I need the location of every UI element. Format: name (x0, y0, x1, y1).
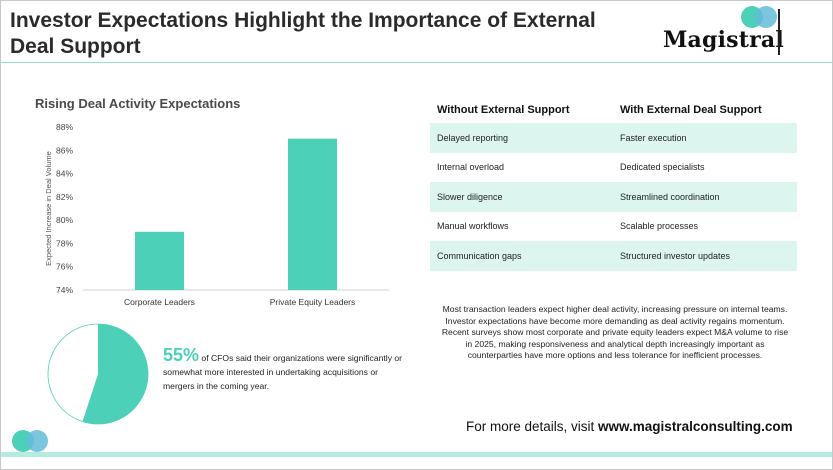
comparison-table: Without External Support With External D… (430, 97, 797, 271)
table-row: Slower diligence Streamlined coordinatio… (430, 182, 797, 212)
pie-chart (47, 323, 149, 425)
logo-circles-icon (741, 6, 777, 28)
bar-chart: Expected Increase in Deal Volume 74% 76% 78… (44, 122, 389, 307)
table-row: Manual workflows Scalable processes (430, 212, 797, 242)
table-cell: Slower diligence (437, 191, 503, 202)
footer-band (1, 452, 832, 457)
stat-callout: 55% of CFOs said their organizations wer… (163, 345, 408, 393)
y-axis-label: Expected Increase in Deal Volume (44, 151, 53, 266)
column-header-without: Without External Support (437, 104, 570, 116)
logo-circles-icon (12, 430, 48, 452)
brand-logo: Magistral (663, 27, 784, 53)
y-tick-label: 74% (56, 285, 73, 295)
table-cell: Faster execution (620, 132, 687, 143)
footer-prefix: For more details, visit (466, 419, 599, 434)
website-link[interactable]: www.magistralconsulting.com (598, 419, 793, 434)
y-tick-label: 86% (56, 145, 73, 155)
bar (135, 231, 184, 290)
bar (288, 138, 337, 290)
table-header: Without External Support With External D… (430, 97, 797, 123)
table-cell: Streamlined coordination (620, 191, 720, 202)
stat-text: of CFOs said their organizations were si… (163, 353, 403, 391)
brand-divider (778, 9, 780, 55)
y-tick-label: 76% (56, 262, 73, 272)
table-row: Delayed reporting Faster execution (430, 123, 797, 153)
pie-slice (82, 324, 148, 424)
table-cell: Delayed reporting (437, 132, 509, 143)
stat-percent: 55% (163, 345, 200, 365)
table-cell: Scalable processes (620, 221, 699, 232)
x-tick-label: Corporate Leaders (124, 297, 195, 307)
table-cell: Dedicated specialists (620, 162, 705, 173)
footer-cta: For more details, visit www.magistralcon… (466, 419, 793, 434)
table-row: Internal overload Dedicated specialists (430, 153, 797, 183)
table-cell: Manual workflows (437, 221, 509, 232)
table-row: Communication gaps Structured investor u… (430, 241, 797, 271)
y-tick-label: 88% (56, 122, 73, 132)
x-tick-label: Private Equity Leaders (270, 297, 356, 307)
table-cell: Communication gaps (437, 250, 522, 261)
table-cell: Structured investor updates (620, 250, 731, 261)
column-header-with: With External Deal Support (620, 104, 762, 116)
table-cell: Internal overload (437, 162, 505, 173)
page-title: Investor Expectations Highlight the Impo… (10, 9, 596, 58)
header-divider (1, 62, 832, 63)
y-tick-label: 84% (56, 169, 73, 179)
y-tick-label: 82% (56, 192, 73, 202)
y-tick-label: 80% (56, 215, 73, 225)
y-tick-label: 78% (56, 238, 73, 248)
chart-title: Rising Deal Activity Expectations (35, 96, 241, 111)
summary-paragraph: Most transaction leaders expect higher d… (441, 304, 789, 361)
